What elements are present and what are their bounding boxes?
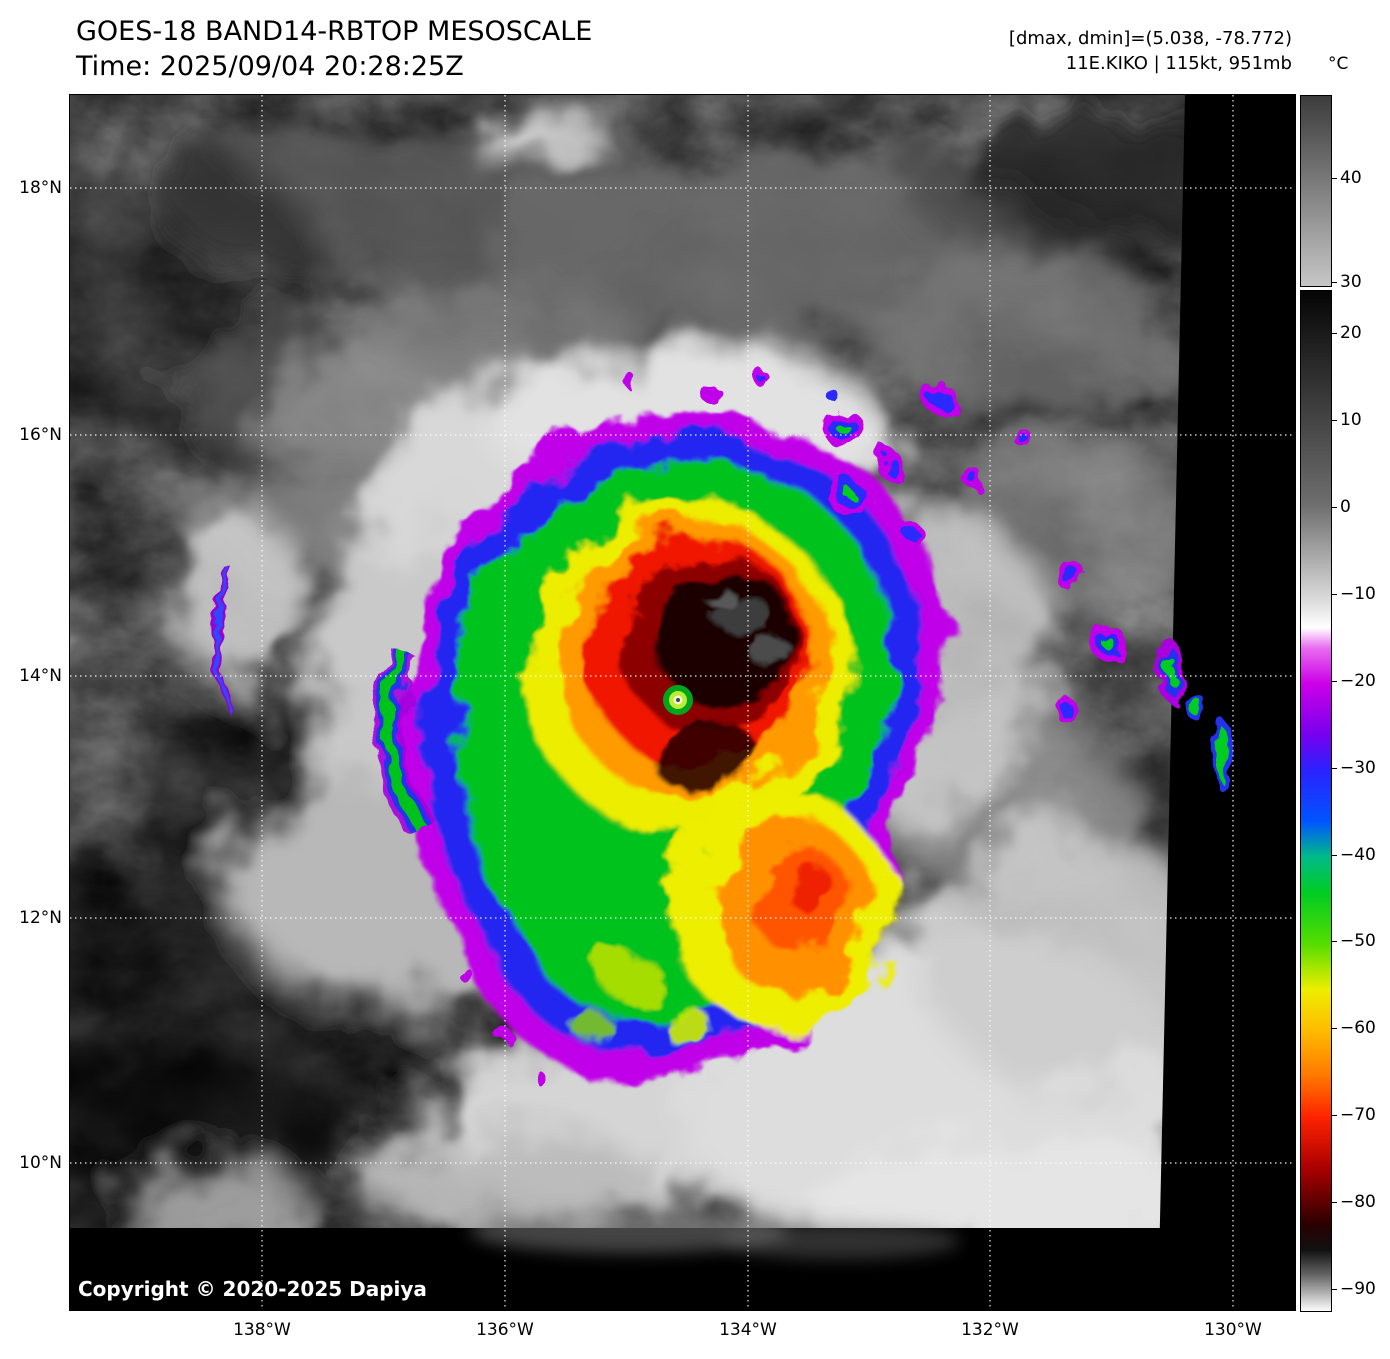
hurricane-shield	[402, 413, 942, 1080]
colorbar-tickmark	[1331, 1289, 1337, 1290]
colorbar-tick-20: 20	[1340, 323, 1362, 343]
lon-label-136w: 136°W	[476, 1320, 534, 1340]
lon-label-134w: 134°W	[719, 1320, 777, 1340]
lat-label-18n: 18°N	[19, 178, 62, 198]
colorbar-tickmark	[1331, 855, 1337, 856]
west-band-fragments	[212, 560, 546, 1084]
colorbar-tick-neg10: −10	[1340, 584, 1376, 604]
colorbar-tickmark	[1331, 941, 1337, 942]
title-block: GOES-18 BAND14-RBTOP MESOSCALE Time: 202…	[76, 14, 592, 84]
header-right-block: [dmax, dmin]=(5.038, -78.772) 11E.KIKO |…	[1009, 26, 1292, 76]
right-edge-fragments	[1160, 638, 1232, 791]
colorbar-tick-neg40: −40	[1340, 845, 1376, 865]
lon-label-138w: 138°W	[233, 1320, 291, 1340]
colorbar-tick-neg90: −90	[1340, 1279, 1376, 1299]
time-label: Time: 2025/09/04 20:28:25Z	[76, 51, 464, 82]
colorbar-tick-neg30: −30	[1340, 758, 1376, 778]
satellite-map	[69, 94, 1296, 1311]
east-cold-fragments	[625, 371, 1126, 719]
colorbar-tick-neg60: −60	[1340, 1018, 1376, 1038]
colorbar-tick-40: 40	[1340, 168, 1362, 188]
dmax-dmin-label: [dmax, dmin]=(5.038, -78.772)	[1008, 28, 1292, 49]
colorbar-upper-segment	[1300, 95, 1332, 287]
colorbar-tickmark	[1331, 594, 1337, 595]
lat-label-14n: 14°N	[19, 666, 62, 686]
colorbar-tick-30: 30	[1340, 272, 1362, 292]
colorbar-tickmark	[1331, 681, 1337, 682]
colorbar-tick-0: 0	[1340, 497, 1351, 517]
colorbar-tickmark	[1331, 1028, 1337, 1029]
colorbar-tickmark	[1331, 420, 1337, 421]
page-title: GOES-18 BAND14-RBTOP MESOSCALE	[76, 16, 593, 47]
colorbar-tickmark	[1331, 1202, 1337, 1203]
storm-info-label: 11E.KIKO | 115kt, 951mb	[1065, 53, 1292, 74]
graticule	[70, 95, 1295, 1310]
colorbar-unit: °C	[1328, 54, 1349, 74]
colorbar-tickmark	[1331, 1115, 1337, 1116]
copyright: Copyright © 2020-2025 Dapiya	[78, 1277, 427, 1301]
colorbar-tickmark	[1331, 282, 1337, 283]
colorbar-tick-neg70: −70	[1340, 1105, 1376, 1125]
colorbar-tick-neg50: −50	[1340, 931, 1376, 951]
lat-label-12n: 12°N	[19, 908, 62, 928]
scan-edge-right	[1158, 95, 1295, 1310]
colorbar-tick-neg80: −80	[1340, 1192, 1376, 1212]
bottom-edge-clouds	[470, 1209, 960, 1259]
colorbar-tick-10: 10	[1340, 410, 1362, 430]
lon-label-130w: 130°W	[1204, 1320, 1262, 1340]
colorbar-tickmark	[1331, 507, 1337, 508]
colorbar-tickmark	[1331, 333, 1337, 334]
colorbar-lower-segment	[1300, 290, 1332, 1312]
lon-label-132w: 132°W	[961, 1320, 1019, 1340]
hurricane-eye	[663, 685, 693, 715]
satellite-image	[70, 95, 1295, 1310]
lat-label-10n: 10°N	[19, 1153, 62, 1173]
colorbar-tickmark	[1331, 768, 1337, 769]
lat-label-16n: 16°N	[19, 425, 62, 445]
colorbar-tickmark	[1331, 178, 1337, 179]
colorbar-tick-neg20: −20	[1340, 671, 1376, 691]
